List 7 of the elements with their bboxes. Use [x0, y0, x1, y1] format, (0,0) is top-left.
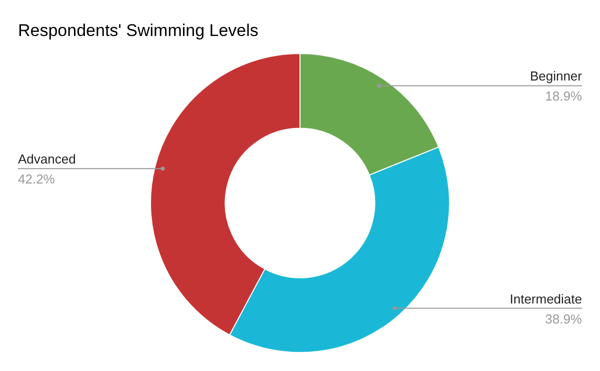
data-label: 38.9% [545, 311, 582, 326]
data-label: 18.9% [545, 88, 582, 104]
slice-label: Advanced [18, 152, 76, 167]
chart-title: Respondents' Swimming Levels [18, 21, 258, 40]
slice-label: Intermediate [510, 291, 582, 306]
data-label: 42.2% [18, 172, 56, 187]
slice-label: Beginner [530, 68, 583, 84]
